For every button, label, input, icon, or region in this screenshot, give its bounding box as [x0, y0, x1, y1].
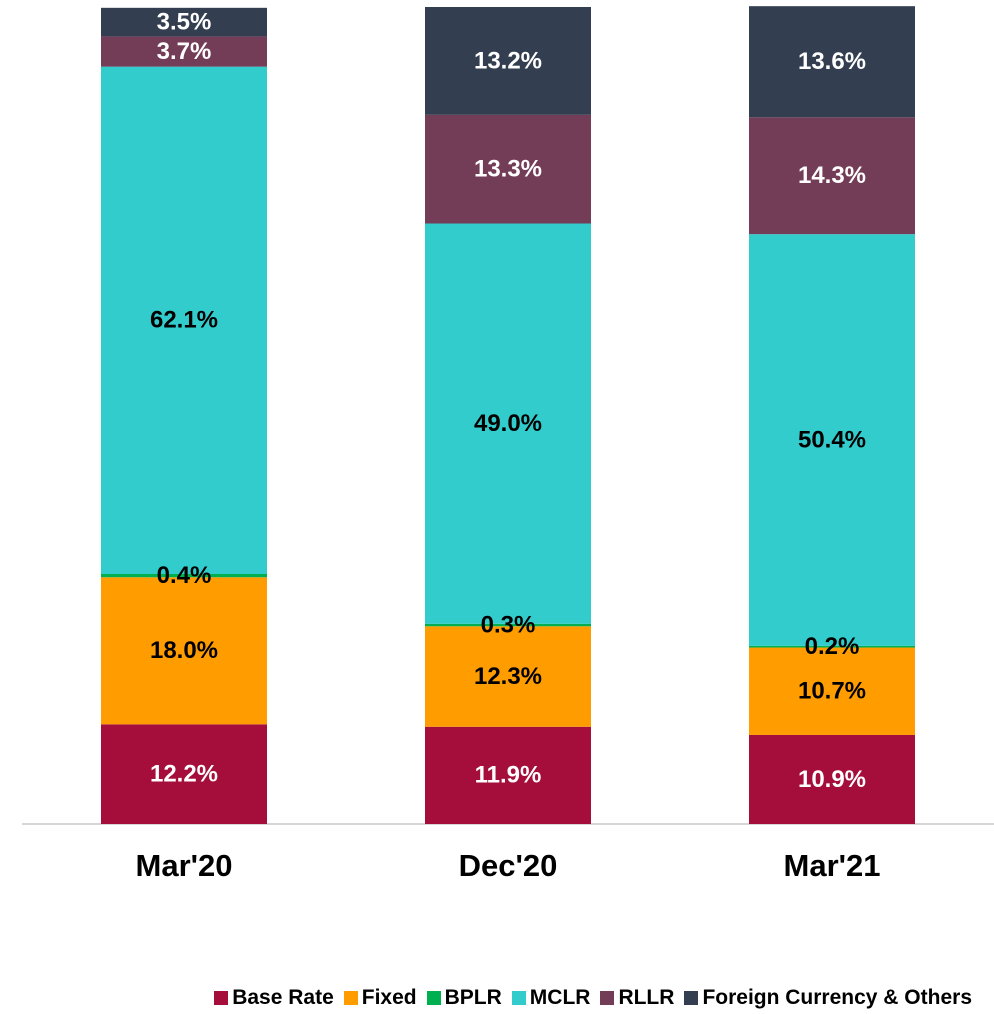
bar-segment	[101, 573, 267, 578]
data-label: 0.4%	[157, 562, 212, 589]
legend-label: RLLR	[618, 986, 675, 1009]
bar-segment	[101, 577, 267, 725]
data-label: 62.1%	[150, 307, 218, 334]
x-tick-label: Mar'20	[136, 848, 233, 883]
data-label: 14.3%	[798, 162, 866, 189]
legend-item: MCLR	[511, 986, 591, 1010]
legend-swatch	[684, 991, 699, 1005]
legend: Base Rate Fixed BPLR MCLR RLLR Foreign Curren…	[214, 986, 972, 1010]
legend-label: Base Rate	[232, 986, 334, 1009]
bar-segment	[425, 623, 591, 627]
bar-segment	[425, 726, 591, 824]
x-tick-label: Mar'21	[784, 848, 881, 883]
data-label: 10.9%	[798, 766, 866, 793]
bar-segment	[425, 626, 591, 727]
data-label: 10.7%	[798, 678, 866, 705]
legend-label: Foreign Currency & Others	[702, 986, 972, 1009]
bar-segment	[425, 114, 591, 224]
bar-segment	[101, 724, 267, 824]
data-label: 0.2%	[805, 633, 860, 660]
bar-segment	[425, 7, 591, 115]
legend-item: BPLR	[426, 986, 502, 1010]
bar-segment	[425, 223, 591, 624]
chart: 12.2% 18.0% 0.4% 62.1% 3.7% 3.5% Mar'20 11.9% 12…	[22, 6, 994, 883]
data-label: 13.2%	[474, 47, 542, 74]
bar-segment	[749, 647, 915, 735]
bar-segment	[749, 6, 915, 118]
legend-label: MCLR	[529, 986, 591, 1009]
data-label: 11.9%	[475, 762, 542, 789]
legend-swatch	[214, 991, 229, 1005]
legend-swatch	[600, 991, 615, 1005]
bar-segment	[749, 234, 915, 646]
legend-swatch	[511, 991, 526, 1005]
legend-label: Fixed	[361, 986, 417, 1009]
bar-segment	[101, 7, 267, 37]
bar-segment	[101, 36, 267, 67]
bar-segment	[749, 645, 915, 648]
bar-segment	[749, 117, 915, 235]
data-label: 12.2%	[150, 761, 218, 788]
data-label: 3.5%	[157, 8, 212, 35]
data-label: 0.3%	[481, 611, 536, 638]
data-label: 13.3%	[474, 156, 542, 183]
legend-swatch	[426, 991, 441, 1005]
data-label: 3.7%	[157, 38, 212, 65]
data-label: 18.0%	[150, 637, 218, 664]
legend-item: Foreign Currency & Others	[684, 986, 972, 1010]
legend-item: Fixed	[343, 986, 417, 1010]
legend-label: BPLR	[444, 986, 502, 1009]
x-tick-label: Dec'20	[459, 848, 558, 883]
bar-segment	[101, 66, 267, 574]
data-label: 13.6%	[798, 48, 866, 75]
legend-item: Base Rate	[214, 986, 334, 1010]
data-label: 12.3%	[474, 663, 542, 690]
bar-segment	[749, 734, 915, 824]
legend-item: RLLR	[600, 986, 674, 1010]
data-label: 49.0%	[474, 410, 542, 437]
data-label: 50.4%	[798, 426, 866, 453]
legend-swatch	[343, 991, 358, 1005]
